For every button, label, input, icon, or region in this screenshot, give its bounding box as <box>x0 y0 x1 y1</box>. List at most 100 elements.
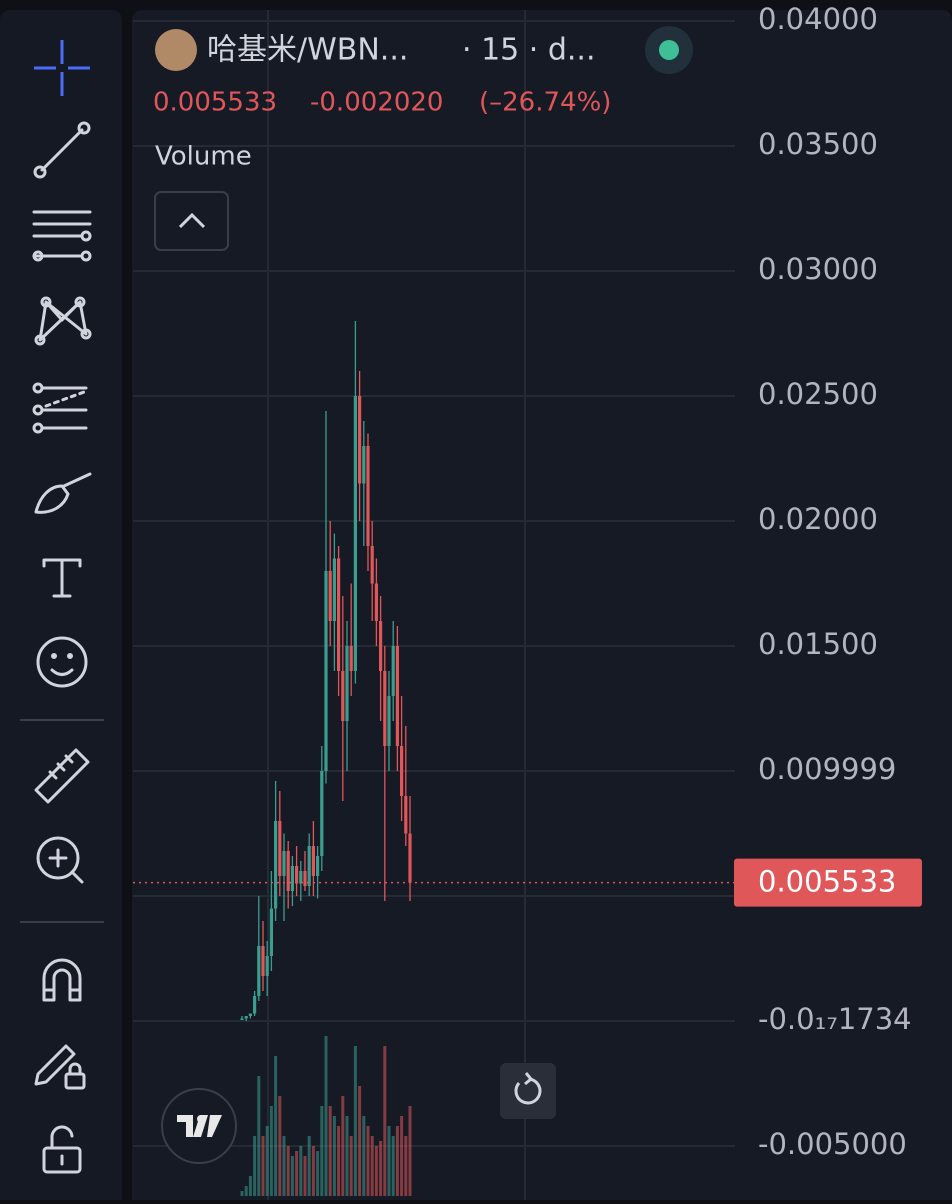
candle-body <box>395 646 399 746</box>
candle-body <box>299 871 303 884</box>
lock-drawings[interactable] <box>34 1044 86 1090</box>
volume-bar <box>337 1126 341 1196</box>
candle-body <box>337 558 341 671</box>
volume-bar <box>374 1146 378 1196</box>
y-tick-label: -0.005000 <box>758 1127 907 1161</box>
magnet-tool[interactable] <box>42 958 82 1002</box>
volume-bar <box>303 1156 307 1196</box>
volume-bar <box>244 1186 248 1196</box>
price-change: -0.002020 <box>310 88 443 118</box>
candle-body <box>374 583 378 621</box>
candle-body <box>307 846 311 886</box>
volume-bar <box>286 1146 290 1196</box>
y-tick-label: 0.01500 <box>758 627 878 661</box>
y-tick-label: 0.04000 <box>758 2 878 36</box>
volume-label: Volume <box>155 142 252 172</box>
candle-body <box>328 571 332 621</box>
candle-body <box>253 996 257 1014</box>
volume-bar <box>248 1176 252 1196</box>
candle-body <box>353 396 357 671</box>
reset-button[interactable] <box>500 1063 556 1119</box>
emoji-tool[interactable] <box>36 636 88 688</box>
candle-body <box>274 821 278 909</box>
volume-bar <box>324 1036 328 1196</box>
volume-bar <box>307 1136 311 1196</box>
status-dot <box>659 40 679 60</box>
candle-body <box>370 546 374 584</box>
candle-body <box>311 846 315 876</box>
candle-body <box>261 946 265 976</box>
volume-bar <box>404 1136 408 1196</box>
unlock-tool[interactable] <box>42 1125 82 1174</box>
fib-tool[interactable] <box>32 382 88 434</box>
candle-body <box>345 646 349 721</box>
candle-body <box>286 851 290 891</box>
volume-bar <box>274 1056 278 1196</box>
plot <box>133 20 735 1196</box>
volume-bar <box>269 1106 273 1196</box>
collapse-button[interactable] <box>154 191 229 251</box>
volume-bar <box>257 1076 261 1196</box>
volume-bar <box>261 1136 265 1196</box>
y-tick-label: 0.02000 <box>758 502 878 536</box>
volume-bar <box>387 1126 391 1196</box>
volume-bar <box>265 1126 269 1196</box>
y-tick-label: -0.0₁₇1734 <box>758 1002 912 1036</box>
candle-body <box>282 851 286 876</box>
volume-bar <box>362 1116 366 1196</box>
volume-bar <box>320 1106 324 1196</box>
volume-bar <box>345 1116 349 1196</box>
y-tick-label: 0.009999 <box>758 752 896 786</box>
volume-bar <box>278 1096 282 1196</box>
candle-body <box>358 396 362 484</box>
volume-bar <box>332 1116 336 1196</box>
y-tick-label: 0.03500 <box>758 127 878 161</box>
tradingview-logo[interactable] <box>161 1088 237 1164</box>
ruler-tool[interactable] <box>34 748 90 804</box>
zoom-tool[interactable] <box>36 836 84 884</box>
candle-body <box>303 871 307 886</box>
candle-body <box>240 1018 244 1020</box>
last-price-tag <box>734 858 922 907</box>
volume-bar <box>328 1106 332 1196</box>
interval[interactable]: · 15 · d... <box>462 33 596 68</box>
candle-body <box>295 866 299 884</box>
candle-body <box>400 746 404 796</box>
candle-body <box>269 908 273 956</box>
volume-bar <box>383 1046 387 1196</box>
last-price-tag-label: 0.005533 <box>758 865 896 899</box>
candle-body <box>248 1013 252 1016</box>
volume-bar <box>379 1141 383 1196</box>
volume-bar <box>316 1151 320 1196</box>
candle-body <box>383 671 387 746</box>
candle-body <box>265 956 269 976</box>
pattern-tool[interactable] <box>34 296 92 346</box>
volume-bar <box>253 1136 257 1196</box>
symbol-avatar <box>155 29 197 71</box>
volume-bar <box>395 1126 399 1196</box>
y-tick-label: 0.02500 <box>758 377 878 411</box>
candle-body <box>278 821 282 876</box>
volume-bar <box>391 1136 395 1196</box>
candle-body <box>349 646 353 671</box>
volume-bar <box>311 1146 315 1196</box>
text-tool[interactable] <box>42 558 82 598</box>
candle-body <box>362 446 366 484</box>
candle-body <box>387 696 391 746</box>
candle-body <box>316 856 320 876</box>
trend-line-tool[interactable] <box>33 121 91 179</box>
last-price: 0.005533 <box>153 88 277 118</box>
volume-bar <box>240 1191 244 1196</box>
crosshair-tool[interactable] <box>34 40 90 96</box>
candle-body <box>244 1016 248 1019</box>
candle-body <box>408 833 412 883</box>
symbol-title[interactable]: 哈基米/WBN... <box>207 33 408 68</box>
candle-body <box>332 558 336 621</box>
volume-bar <box>370 1136 374 1196</box>
candle-body <box>257 946 261 996</box>
y-tick-label: 0.03000 <box>758 252 878 286</box>
volume-bar <box>358 1086 362 1196</box>
candle-body <box>366 446 370 546</box>
brush-tool[interactable] <box>34 472 92 514</box>
horizontal-lines-tool[interactable] <box>32 210 92 262</box>
